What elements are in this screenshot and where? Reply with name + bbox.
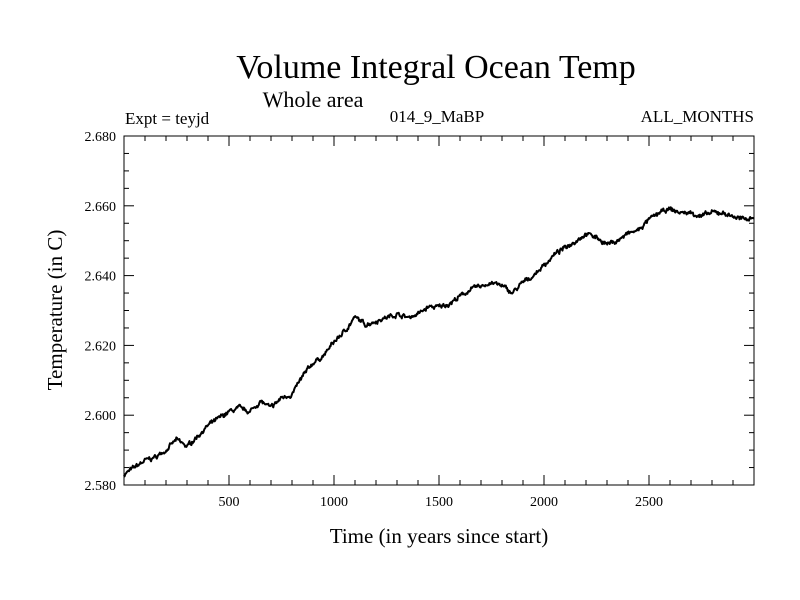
x-tick-labels: 500 1000 1500 2000 2500 [219, 495, 664, 510]
plot-frame [123, 135, 755, 486]
y-tick-label: 2.640 [85, 270, 117, 285]
y-tick-label: 2.580 [85, 479, 117, 494]
x-tick-label: 500 [219, 495, 240, 510]
header-center: 014_9_MaBP [390, 107, 484, 126]
y-axis-label: Temperature (in C) [43, 230, 67, 391]
header-right: ALL_MONTHS [641, 107, 754, 126]
x-tick-label: 2000 [530, 495, 558, 510]
x-tick-label: 2500 [635, 495, 663, 510]
chart-subtitle: Whole area [263, 87, 364, 112]
y-tick-label: 2.600 [85, 409, 117, 424]
chart-title: Volume Integral Ocean Temp [236, 49, 636, 86]
y-tick-label: 2.680 [85, 130, 117, 145]
header-left: Expt = teyjd [125, 109, 210, 128]
x-ticks [144, 136, 734, 485]
y-tick-label: 2.620 [85, 339, 117, 354]
y-tick-labels: 2.580 2.600 2.620 2.640 2.660 2.680 [85, 130, 117, 494]
x-tick-label: 1000 [320, 495, 348, 510]
x-tick-label: 1500 [425, 495, 453, 510]
series-line [123, 206, 755, 478]
x-axis-label: Time (in years since start) [330, 524, 549, 548]
y-tick-label: 2.660 [85, 200, 117, 215]
y-ticks [124, 152, 754, 469]
